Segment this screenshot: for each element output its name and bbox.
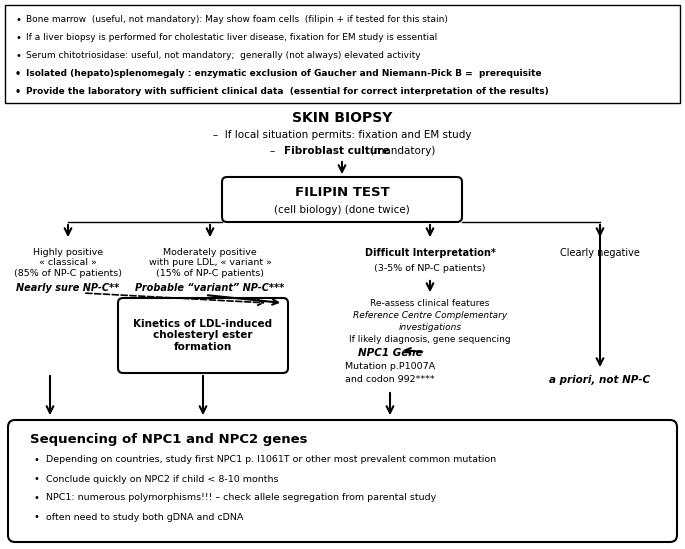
FancyBboxPatch shape <box>8 420 677 542</box>
Text: SKIN BIOPSY: SKIN BIOPSY <box>292 111 393 125</box>
Text: a priori, not NP-C: a priori, not NP-C <box>549 375 651 385</box>
Text: •: • <box>15 87 21 97</box>
Text: FILIPIN TEST: FILIPIN TEST <box>295 187 389 199</box>
Text: If likely diagnosis, gene sequencing: If likely diagnosis, gene sequencing <box>349 335 511 344</box>
Text: NPC1 Gene: NPC1 Gene <box>358 348 423 358</box>
Text: Highly positive
« classical »
(85% of NP-C patients): Highly positive « classical » (85% of NP… <box>14 248 122 278</box>
Text: –: – <box>270 146 282 156</box>
Text: Moderately positive
with pure LDL, « variant »
(15% of NP-C patients): Moderately positive with pure LDL, « var… <box>149 248 271 278</box>
Text: •: • <box>33 493 39 503</box>
Text: –  If local situation permits: fixation and EM study: – If local situation permits: fixation a… <box>213 130 471 140</box>
Text: •: • <box>15 33 21 43</box>
Text: Fibroblast culture: Fibroblast culture <box>284 146 390 156</box>
Text: Bone marrow  (useful, not mandatory): May show foam cells  (filipin + if tested : Bone marrow (useful, not mandatory): May… <box>26 15 448 25</box>
Text: Isolated (hepato)splenomegaly : enzymatic exclusion of Gaucher and Niemann-Pick : Isolated (hepato)splenomegaly : enzymati… <box>26 70 542 79</box>
Text: If a liver biopsy is performed for cholestatic liver disease, fixation for EM st: If a liver biopsy is performed for chole… <box>26 33 437 42</box>
Text: Difficult Interpretation*: Difficult Interpretation* <box>364 248 495 258</box>
Text: Serum chitotriosidase: useful, not mandatory;  generally (not always) elevated a: Serum chitotriosidase: useful, not manda… <box>26 52 421 60</box>
Text: Conclude quickly on NPC2 if child < 8-10 months: Conclude quickly on NPC2 if child < 8-10… <box>46 474 279 484</box>
Text: •: • <box>33 474 39 484</box>
Text: Reference Centre Complementary: Reference Centre Complementary <box>353 311 507 320</box>
Text: (3-5% of NP-C patients): (3-5% of NP-C patients) <box>374 264 486 273</box>
Text: investigations: investigations <box>399 323 462 332</box>
Text: •: • <box>33 512 39 522</box>
Text: Nearly sure NP-C**: Nearly sure NP-C** <box>16 283 120 293</box>
Text: (mandatory): (mandatory) <box>367 146 436 156</box>
Text: Re-assess clinical features: Re-assess clinical features <box>371 299 490 308</box>
Text: Clearly negative: Clearly negative <box>560 248 640 258</box>
Bar <box>5 5 680 103</box>
Text: and codon 992****: and codon 992**** <box>345 375 435 384</box>
Text: NPC1: numerous polymorphisms!!! – check allele segregation from parental study: NPC1: numerous polymorphisms!!! – check … <box>46 494 436 502</box>
Text: (cell biology) (done twice): (cell biology) (done twice) <box>274 205 410 215</box>
Text: Sequencing of NPC1 and NPC2 genes: Sequencing of NPC1 and NPC2 genes <box>30 434 308 446</box>
Text: Mutation p.P1007A: Mutation p.P1007A <box>345 362 435 371</box>
Text: often need to study both gDNA and cDNA: often need to study both gDNA and cDNA <box>46 513 243 522</box>
Text: •: • <box>15 15 21 25</box>
FancyBboxPatch shape <box>222 177 462 222</box>
Text: Kinetics of LDL-induced
cholesteryl ester
formation: Kinetics of LDL-induced cholesteryl este… <box>134 319 273 352</box>
Text: •: • <box>15 69 21 79</box>
Text: •: • <box>15 51 21 61</box>
FancyBboxPatch shape <box>118 298 288 373</box>
Text: Probable “variant” NP-C***: Probable “variant” NP-C*** <box>136 283 285 293</box>
Text: Depending on countries, study first NPC1 p. I1061T or other most prevalent commo: Depending on countries, study first NPC1… <box>46 456 496 464</box>
Text: •: • <box>33 455 39 465</box>
Text: Provide the laboratory with sufficient clinical data  (essential for correct int: Provide the laboratory with sufficient c… <box>26 87 549 97</box>
